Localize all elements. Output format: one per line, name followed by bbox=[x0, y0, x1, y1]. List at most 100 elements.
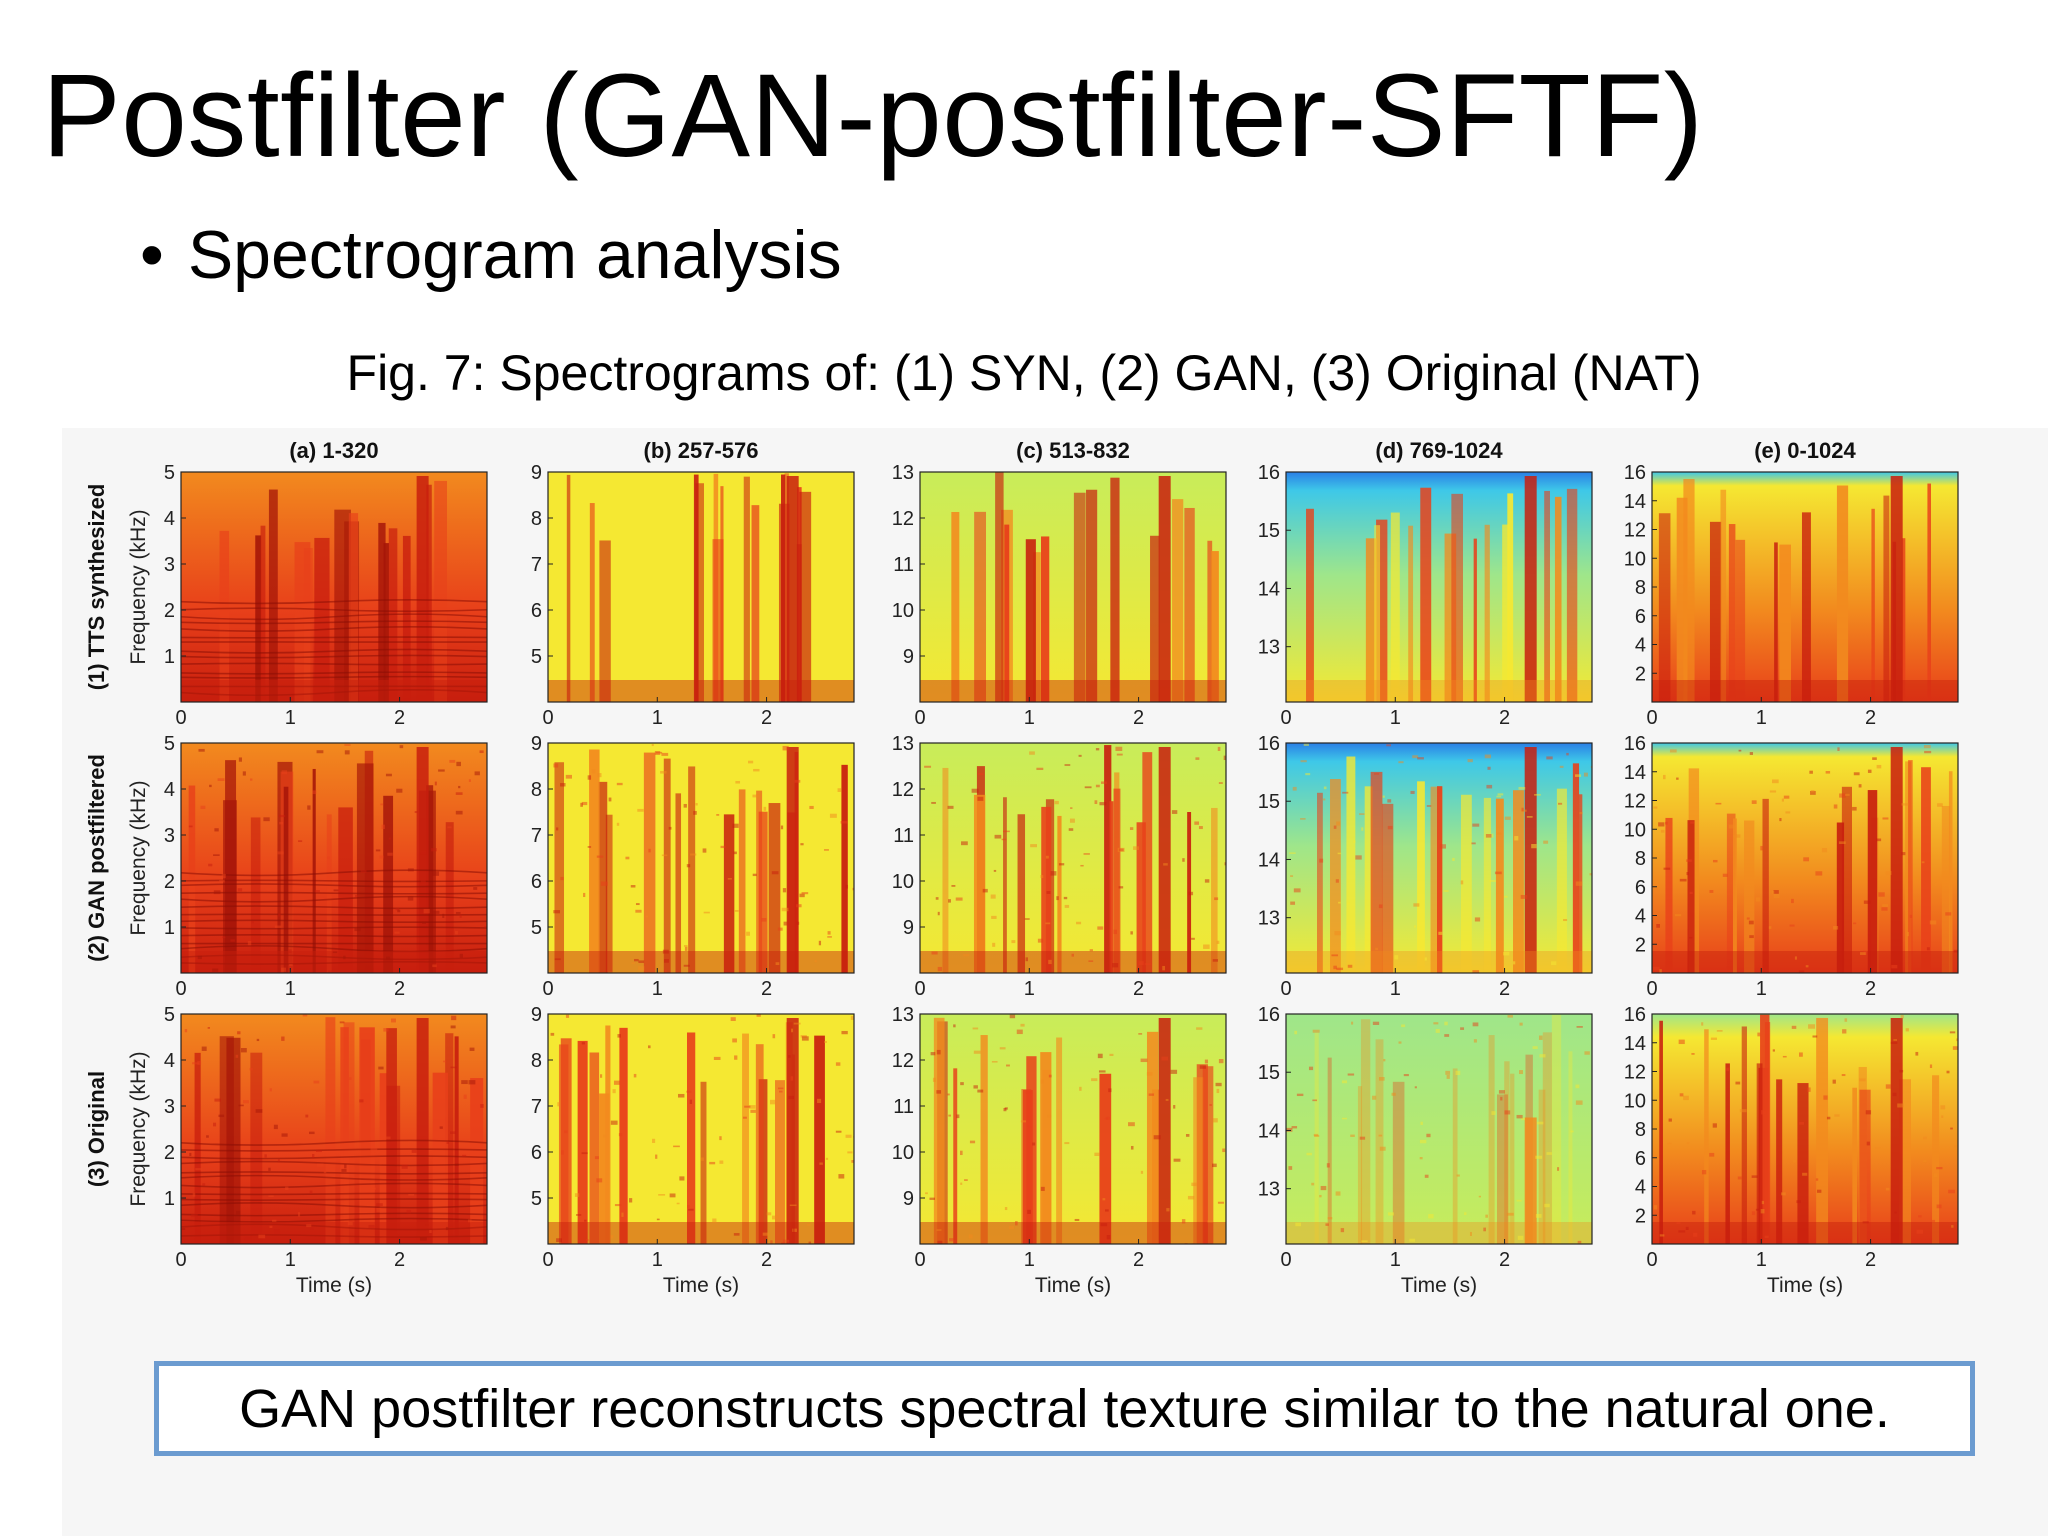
x-tick-label: 2 bbox=[394, 978, 405, 1000]
y-tick-label: 16 bbox=[1624, 462, 1646, 484]
y-tick-label: 3 bbox=[164, 825, 175, 847]
x-tick-label: 2 bbox=[1133, 978, 1144, 1000]
y-tick-label: 13 bbox=[892, 1004, 914, 1026]
panel-frame bbox=[919, 471, 1227, 703]
spectrogram-panel: 5 6 7 8 9 0 1 2 bbox=[531, 733, 855, 1000]
y-tick-label: 6 bbox=[531, 871, 542, 893]
y-tick-label: 4 bbox=[164, 1050, 175, 1072]
x-tick-label: 0 bbox=[914, 978, 925, 1000]
y-tick-label: 6 bbox=[1635, 877, 1646, 899]
y-tick-label: 14 bbox=[1624, 1033, 1646, 1055]
conclusion-box: GAN postfilter reconstructs spectral tex… bbox=[154, 1361, 1975, 1456]
y-tick-label: 12 bbox=[1624, 1062, 1646, 1084]
x-axis-label: Time (s) bbox=[1401, 1274, 1477, 1297]
x-tick-label: 0 bbox=[542, 978, 553, 1000]
y-tick-label: 10 bbox=[1624, 819, 1646, 841]
x-tick-label: 2 bbox=[394, 1249, 405, 1271]
x-tick-label: 2 bbox=[1865, 707, 1876, 729]
y-tick-label: 13 bbox=[892, 462, 914, 484]
y-tick-label: 16 bbox=[1258, 462, 1280, 484]
x-tick-label: 2 bbox=[1499, 978, 1510, 1000]
x-tick-label: 1 bbox=[1024, 978, 1035, 1000]
y-tick-label: 4 bbox=[1635, 906, 1646, 928]
x-tick-label: 2 bbox=[1133, 1249, 1144, 1271]
y-tick-label: 4 bbox=[1635, 635, 1646, 657]
x-tick-label: 2 bbox=[394, 707, 405, 729]
panel-frame bbox=[1285, 1013, 1593, 1245]
y-tick-label: 10 bbox=[892, 600, 914, 622]
y-tick-label: 8 bbox=[1635, 577, 1646, 599]
y-tick-label: 15 bbox=[1258, 520, 1280, 542]
y-tick-label: 6 bbox=[1635, 1148, 1646, 1170]
x-tick-label: 0 bbox=[175, 1249, 186, 1271]
x-axis-label: Time (s) bbox=[663, 1274, 739, 1297]
spectrogram-panel: 1 2 3 4 5 0 1 2 bbox=[164, 462, 488, 729]
row-label: (2) GAN postfiltered bbox=[84, 754, 109, 962]
x-tick-label: 1 bbox=[652, 1249, 663, 1271]
y-tick-label: 12 bbox=[892, 508, 914, 530]
row-label: (1) TTS synthesized bbox=[84, 484, 109, 691]
x-tick-label: 2 bbox=[1865, 1249, 1876, 1271]
y-tick-label: 9 bbox=[903, 1188, 914, 1210]
y-axis-label: Frequency (kHz) bbox=[127, 1051, 150, 1206]
x-tick-label: 0 bbox=[1280, 1249, 1291, 1271]
y-tick-label: 12 bbox=[1624, 520, 1646, 542]
panel-frame bbox=[919, 1013, 1227, 1245]
y-tick-label: 9 bbox=[903, 646, 914, 668]
y-tick-label: 6 bbox=[531, 1142, 542, 1164]
spectrogram-panel: 1 2 3 4 5 0 1 2 bbox=[164, 1004, 488, 1271]
spectrogram-panel: 1 2 3 4 5 0 1 2 bbox=[164, 733, 488, 1000]
y-tick-label: 2 bbox=[1635, 934, 1646, 956]
x-tick-label: 2 bbox=[1133, 707, 1144, 729]
spectrogram-panel: 5 6 7 8 9 0 1 2 bbox=[531, 462, 855, 729]
x-tick-label: 1 bbox=[1024, 707, 1035, 729]
y-tick-label: 13 bbox=[1258, 637, 1280, 659]
panel-frame bbox=[1285, 742, 1593, 974]
y-tick-label: 6 bbox=[531, 600, 542, 622]
spectrogram-heatmap bbox=[1286, 472, 1592, 702]
y-tick-label: 9 bbox=[531, 733, 542, 755]
y-tick-label: 5 bbox=[531, 646, 542, 668]
x-tick-label: 2 bbox=[1499, 707, 1510, 729]
y-tick-label: 15 bbox=[1258, 791, 1280, 813]
y-tick-label: 8 bbox=[1635, 1119, 1646, 1141]
y-tick-label: 4 bbox=[1635, 1177, 1646, 1199]
y-axis-label: Frequency (kHz) bbox=[127, 509, 150, 664]
y-tick-label: 16 bbox=[1624, 1004, 1646, 1026]
y-tick-label: 2 bbox=[1635, 663, 1646, 685]
y-tick-label: 16 bbox=[1258, 733, 1280, 755]
panel-title: (c) 513-832 bbox=[1016, 438, 1130, 463]
y-tick-label: 11 bbox=[893, 825, 914, 847]
y-tick-label: 3 bbox=[164, 554, 175, 576]
y-tick-label: 10 bbox=[1624, 1090, 1646, 1112]
y-tick-label: 7 bbox=[531, 825, 542, 847]
y-tick-label: 14 bbox=[1258, 849, 1280, 871]
bullet-marker: • bbox=[140, 217, 164, 293]
x-tick-label: 2 bbox=[761, 978, 772, 1000]
x-tick-label: 0 bbox=[914, 707, 925, 729]
y-tick-label: 14 bbox=[1624, 491, 1646, 513]
x-tick-label: 1 bbox=[1390, 707, 1401, 729]
x-tick-label: 2 bbox=[1499, 1249, 1510, 1271]
x-tick-label: 1 bbox=[1390, 1249, 1401, 1271]
y-tick-label: 4 bbox=[164, 508, 175, 530]
x-tick-label: 2 bbox=[761, 707, 772, 729]
x-tick-label: 1 bbox=[1756, 707, 1767, 729]
y-tick-label: 16 bbox=[1624, 733, 1646, 755]
bullet-item: • Spectrogram analysis bbox=[140, 218, 842, 293]
x-tick-label: 0 bbox=[175, 707, 186, 729]
panel-frame bbox=[919, 742, 1227, 974]
y-tick-label: 10 bbox=[892, 1142, 914, 1164]
y-tick-label: 12 bbox=[1624, 791, 1646, 813]
y-tick-label: 8 bbox=[531, 508, 542, 530]
spectrogram-heatmap bbox=[1286, 1014, 1592, 1244]
x-tick-label: 1 bbox=[1756, 1249, 1767, 1271]
x-tick-label: 0 bbox=[175, 978, 186, 1000]
y-tick-label: 1 bbox=[164, 917, 175, 939]
panel-frame bbox=[180, 471, 488, 703]
x-tick-label: 1 bbox=[1756, 978, 1767, 1000]
panel-frame bbox=[547, 742, 855, 974]
